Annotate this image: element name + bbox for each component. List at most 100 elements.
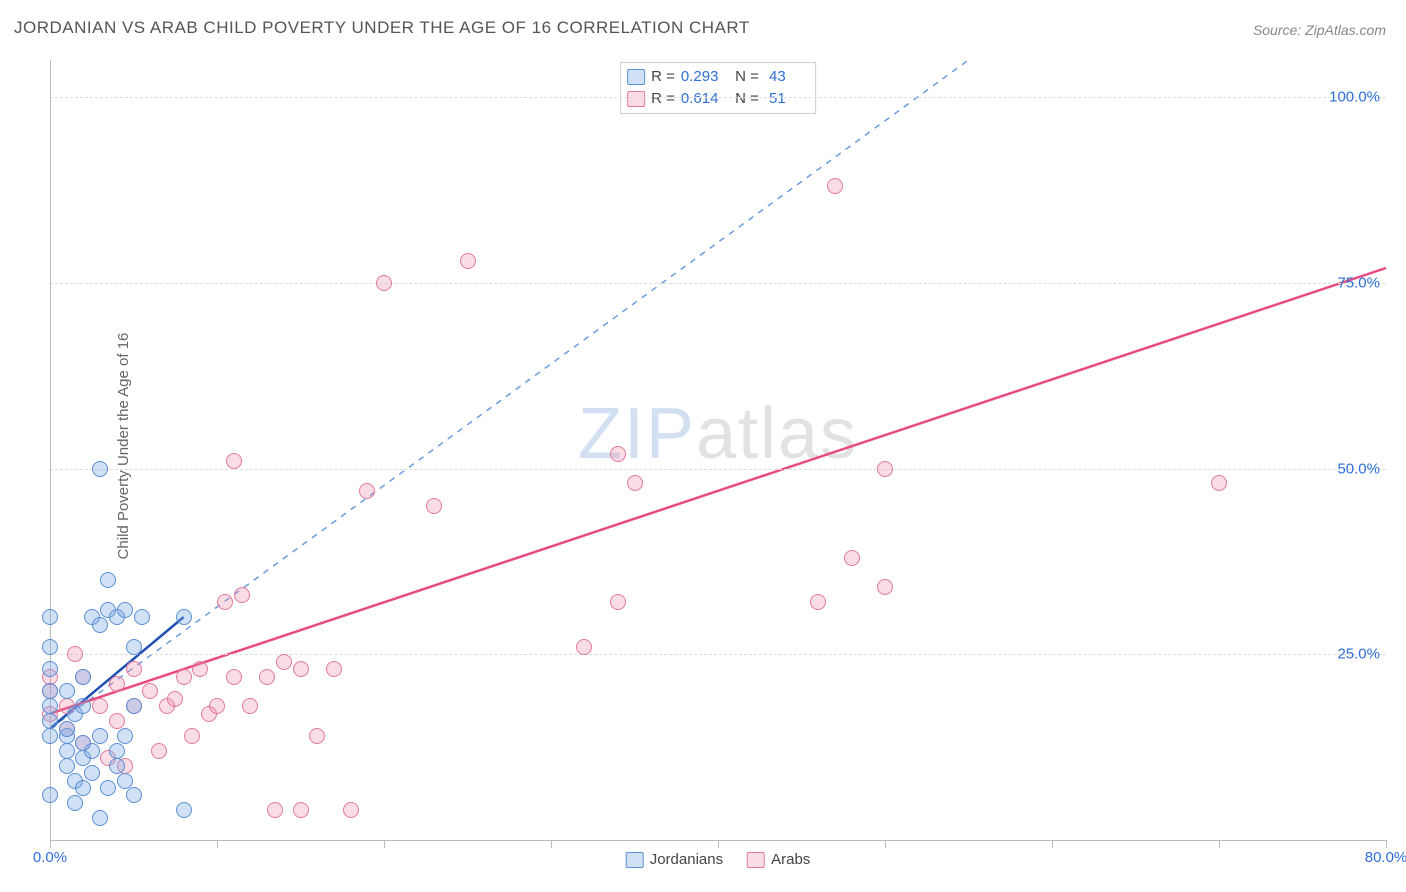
stat-n-label: N = — [731, 88, 759, 110]
data-point-jordanians — [42, 609, 58, 625]
data-point-arabs — [109, 713, 125, 729]
data-point-jordanians — [59, 721, 75, 737]
data-point-jordanians — [92, 461, 108, 477]
data-point-arabs — [844, 550, 860, 566]
data-point-jordanians — [92, 810, 108, 826]
data-point-arabs — [226, 669, 242, 685]
data-point-jordanians — [42, 661, 58, 677]
stat-r-label: R = — [651, 66, 675, 88]
data-point-arabs — [877, 579, 893, 595]
stat-n-value: 43 — [765, 66, 809, 88]
data-point-jordanians — [117, 773, 133, 789]
data-point-jordanians — [100, 572, 116, 588]
y-tick-label: 100.0% — [1329, 89, 1380, 106]
x-tick — [718, 840, 719, 848]
x-tick — [1386, 840, 1387, 848]
data-point-arabs — [359, 483, 375, 499]
data-point-jordanians — [100, 780, 116, 796]
data-point-arabs — [226, 453, 242, 469]
data-point-arabs — [92, 698, 108, 714]
stats-box: R =0.293 N = 43R = 0.614 N = 51 — [620, 62, 816, 114]
data-point-arabs — [627, 475, 643, 491]
data-point-jordanians — [42, 683, 58, 699]
data-point-arabs — [1211, 475, 1227, 491]
data-point-arabs — [376, 275, 392, 291]
x-tick — [551, 840, 552, 848]
stat-n-value: 51 — [765, 88, 809, 110]
x-tick — [217, 840, 218, 848]
legend-item-arabs: Arabs — [747, 851, 810, 868]
legend-item-jordanians: Jordanians — [626, 851, 723, 868]
stat-r-value: 0.614 — [681, 88, 725, 110]
data-point-jordanians — [134, 609, 150, 625]
stat-n-label: N = — [731, 66, 759, 88]
data-point-jordanians — [75, 669, 91, 685]
stats-row-jordanians: R =0.293 N = 43 — [627, 66, 809, 88]
x-tick-label: 0.0% — [33, 849, 67, 866]
data-point-arabs — [126, 661, 142, 677]
stats-row-arabs: R = 0.614 N = 51 — [627, 88, 809, 110]
data-point-arabs — [276, 654, 292, 670]
data-point-arabs — [309, 728, 325, 744]
legend-swatch-jordanians — [627, 69, 645, 85]
legend-label-jordanians: Jordanians — [650, 851, 723, 868]
legend-label-arabs: Arabs — [771, 851, 810, 868]
y-tick-label: 75.0% — [1337, 274, 1380, 291]
stat-r-label: R = — [651, 88, 675, 110]
data-point-jordanians — [42, 698, 58, 714]
data-point-jordanians — [42, 639, 58, 655]
data-point-jordanians — [75, 780, 91, 796]
x-tick — [384, 840, 385, 848]
data-point-arabs — [293, 802, 309, 818]
data-point-arabs — [109, 676, 125, 692]
legend: Jordanians Arabs — [626, 851, 811, 868]
data-point-jordanians — [84, 765, 100, 781]
chart-title: JORDANIAN VS ARAB CHILD POVERTY UNDER TH… — [14, 18, 750, 38]
data-point-jordanians — [84, 743, 100, 759]
data-point-jordanians — [117, 728, 133, 744]
data-point-jordanians — [42, 787, 58, 803]
data-point-arabs — [810, 594, 826, 610]
data-point-jordanians — [92, 728, 108, 744]
data-point-arabs — [167, 691, 183, 707]
source-value: ZipAtlas.com — [1305, 22, 1386, 38]
data-point-jordanians — [42, 728, 58, 744]
data-point-arabs — [576, 639, 592, 655]
data-point-jordanians — [59, 743, 75, 759]
legend-swatch-arabs — [627, 91, 645, 107]
trend-lines — [50, 60, 1386, 840]
x-tick — [1052, 840, 1053, 848]
trend-line — [50, 60, 969, 729]
data-point-jordanians — [176, 609, 192, 625]
data-point-jordanians — [176, 802, 192, 818]
data-point-jordanians — [126, 787, 142, 803]
data-point-jordanians — [59, 683, 75, 699]
watermark-part1: ZIP — [578, 394, 696, 474]
data-point-jordanians — [92, 617, 108, 633]
data-point-arabs — [827, 178, 843, 194]
y-tick-label: 50.0% — [1337, 460, 1380, 477]
data-point-arabs — [142, 683, 158, 699]
source-label: Source: — [1253, 22, 1301, 38]
data-point-arabs — [184, 728, 200, 744]
watermark: ZIPatlas — [578, 393, 858, 475]
data-point-arabs — [176, 669, 192, 685]
source-credit: Source: ZipAtlas.com — [1253, 22, 1386, 38]
data-point-arabs — [217, 594, 233, 610]
data-point-jordanians — [67, 795, 83, 811]
gridline-h — [50, 654, 1386, 655]
y-tick-label: 25.0% — [1337, 646, 1380, 663]
data-point-jordanians — [42, 713, 58, 729]
data-point-jordanians — [117, 602, 133, 618]
x-tick — [50, 840, 51, 848]
x-tick — [1219, 840, 1220, 848]
data-point-arabs — [426, 498, 442, 514]
data-point-arabs — [192, 661, 208, 677]
data-point-arabs — [610, 446, 626, 462]
gridline-h — [50, 97, 1386, 98]
x-tick — [885, 840, 886, 848]
x-tick-label: 80.0% — [1365, 849, 1406, 866]
trend-line — [50, 268, 1386, 714]
data-point-jordanians — [75, 698, 91, 714]
data-point-jordanians — [59, 758, 75, 774]
